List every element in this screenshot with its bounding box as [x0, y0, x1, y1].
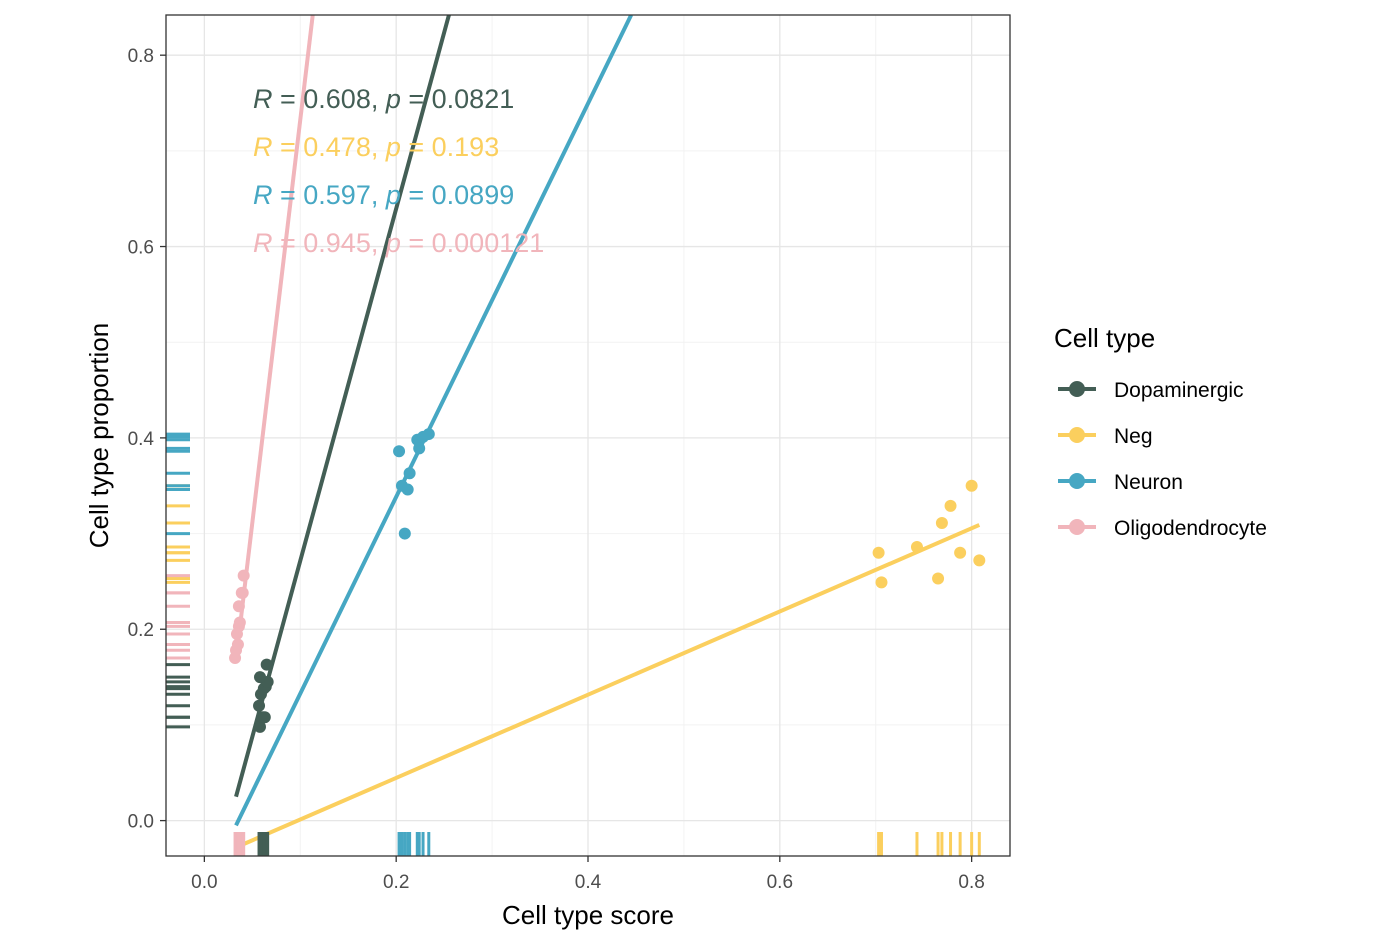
point-dopaminergic: [253, 671, 266, 684]
point-neg: [910, 540, 923, 553]
legend-label: Neg: [1114, 425, 1153, 448]
annotation-value: = 0.608,: [273, 84, 386, 114]
annotation-symbol: R: [253, 84, 273, 114]
y-tick-label: 0.6: [128, 238, 154, 259]
legend-item-neg: Neg: [1058, 425, 1153, 448]
annotation-symbol: R: [253, 180, 273, 210]
annotation-symbol: p: [385, 84, 401, 114]
point-oligodendrocyte: [232, 600, 245, 613]
point-oligodendrocyte: [237, 569, 250, 582]
annotation-neg: R = 0.478, p = 0.193: [253, 132, 499, 162]
annotation-value: = 0.0821: [401, 84, 514, 114]
x-tick-label: 0.8: [958, 872, 984, 893]
legend-item-neuron: Neuron: [1058, 471, 1183, 494]
fit-line-oligodendrocyte: [234, 15, 315, 661]
annotation-symbol: R: [253, 228, 273, 258]
legend-label: Neuron: [1114, 471, 1183, 494]
point-neg: [965, 479, 978, 492]
legend-item-oligodendrocyte: Oligodendrocyte: [1058, 517, 1267, 540]
point-oligodendrocyte: [233, 616, 246, 629]
annotation-neuron: R = 0.597, p = 0.0899: [253, 180, 514, 210]
x-tick-label: 0.2: [383, 872, 409, 893]
annotation-symbol: p: [385, 180, 401, 210]
point-oligodendrocyte: [231, 638, 244, 651]
y-axis-title: Cell type proportion: [84, 323, 114, 548]
point-neg: [875, 576, 888, 589]
point-neg: [954, 546, 967, 559]
legend-item-dopaminergic: Dopaminergic: [1058, 379, 1244, 402]
axis-ticks: 0.0 0.2 0.4 0.6 0.8 0.0 0.2 0.4 0.6 0.8: [128, 46, 985, 893]
legend-label: Oligodendrocyte: [1114, 517, 1267, 540]
point-dopaminergic: [253, 699, 266, 712]
point-neuron: [413, 442, 426, 455]
point-neg: [932, 572, 945, 585]
point-dopaminergic: [253, 720, 266, 733]
y-tick-label: 0.0: [128, 812, 154, 833]
legend-key-point: [1069, 473, 1085, 489]
annotation-value: = 0.945,: [273, 228, 386, 258]
point-neuron: [393, 445, 406, 458]
annotation-oligodendrocyte: R = 0.945, p = 0.000121: [253, 228, 544, 258]
x-tick-label: 0.4: [575, 872, 602, 893]
x-tick-label: 0.6: [767, 872, 793, 893]
legend-key-point: [1069, 427, 1085, 443]
legend-key-point: [1069, 381, 1085, 397]
annotation-symbol: p: [385, 228, 401, 258]
annotation-symbol: p: [385, 132, 401, 162]
y-tick-label: 0.2: [128, 620, 154, 641]
legend-label: Dopaminergic: [1114, 379, 1244, 402]
fit-line-neg: [235, 523, 981, 850]
point-neg: [872, 546, 885, 559]
annotation-value: = 0.193: [401, 132, 499, 162]
point-neuron: [422, 428, 435, 441]
legend-key-point: [1069, 519, 1085, 535]
annotation-value: = 0.478,: [273, 132, 386, 162]
rug-marks: [166, 432, 981, 856]
point-neg: [935, 517, 948, 530]
y-tick-label: 0.8: [128, 46, 154, 67]
legend-items: Dopaminergic Neg Neuron Oligodendrocyte: [1058, 379, 1267, 540]
point-neuron: [401, 483, 414, 496]
point-neg: [944, 499, 957, 512]
point-dopaminergic: [258, 711, 271, 724]
x-axis-title: Cell type score: [502, 900, 674, 930]
annotation-value: = 0.0899: [401, 180, 514, 210]
point-neuron: [403, 467, 416, 480]
point-dopaminergic: [260, 658, 273, 671]
data-points: [229, 428, 986, 733]
point-neg: [973, 554, 986, 567]
annotation-symbol: R: [253, 132, 273, 162]
point-neuron: [398, 527, 411, 540]
point-oligodendrocyte: [236, 586, 249, 599]
legend-title: Cell type: [1054, 323, 1155, 353]
annotation-value: = 0.000121: [401, 228, 544, 258]
annotation-dopaminergic: R = 0.608, p = 0.0821: [253, 84, 514, 114]
legend: Cell type Dopaminergic Neg Neuron Oligodend…: [1054, 323, 1267, 540]
y-tick-label: 0.4: [128, 429, 155, 450]
fit-line-neuron: [234, 15, 633, 827]
annotation-value: = 0.597,: [273, 180, 386, 210]
x-tick-label: 0.0: [191, 872, 217, 893]
